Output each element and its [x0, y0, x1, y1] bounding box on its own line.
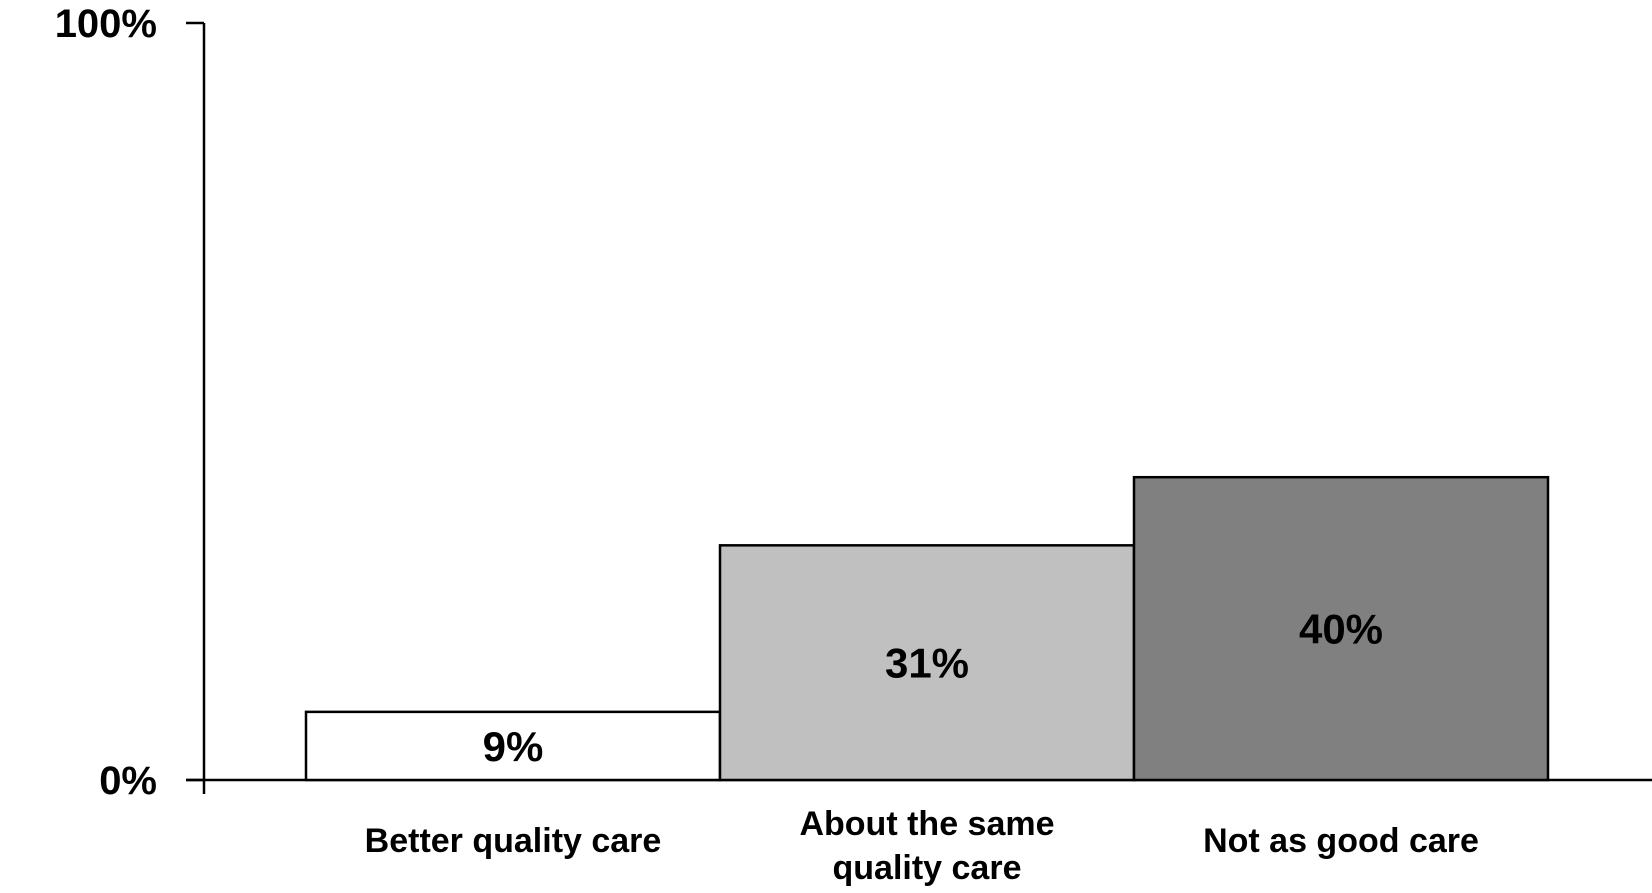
bar	[1132, 475, 1550, 782]
x-tick-label: Not as good care	[1203, 822, 1479, 860]
x-tick-label: quality care	[833, 849, 1022, 887]
bars	[304, 475, 1550, 782]
x-tick-label: Better quality care	[365, 822, 662, 860]
x-tick-label: About the same	[799, 805, 1054, 843]
data-label: 9%	[483, 723, 544, 770]
data-label: 40%	[1299, 606, 1383, 653]
y-tick-label: 0%	[99, 759, 157, 803]
labels: 9% Better quality care 31% About the same qu…	[365, 606, 1479, 887]
data-label: 31%	[885, 640, 969, 687]
y-tick-label: 100%	[55, 2, 157, 46]
bar	[718, 544, 1136, 782]
